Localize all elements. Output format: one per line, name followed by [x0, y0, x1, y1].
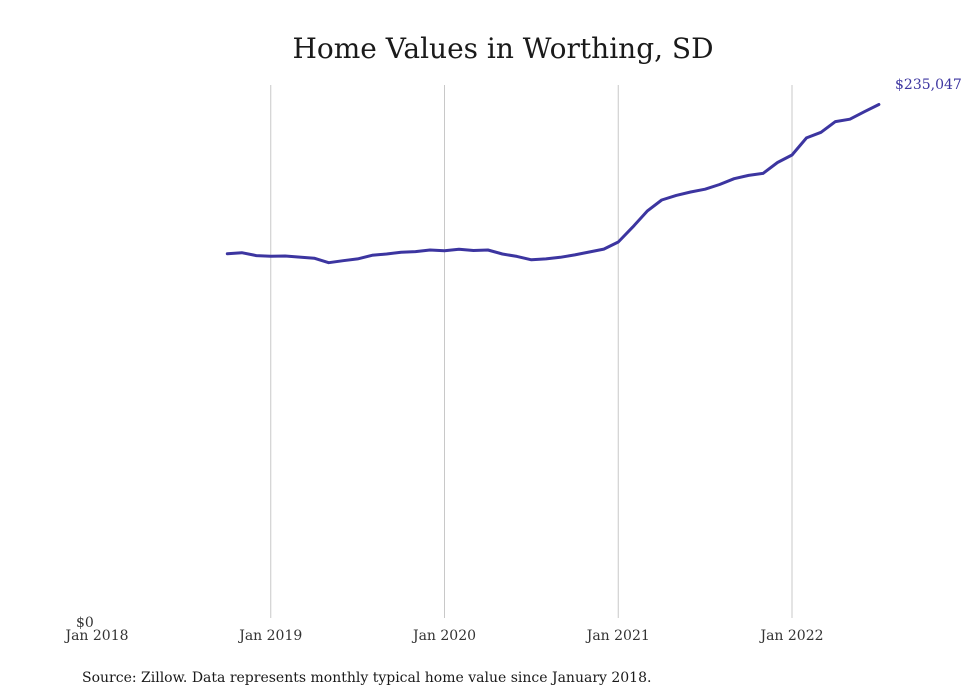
end-value-label: $235,047 — [895, 77, 962, 93]
x-tick-label: Jan 2022 — [758, 628, 823, 644]
x-tick-label: Jan 2018 — [63, 628, 128, 644]
chart-title: Home Values in Worthing, SD — [292, 32, 713, 65]
source-note: Source: Zillow. Data represents monthly … — [82, 670, 651, 686]
x-tick-label: Jan 2021 — [585, 628, 650, 644]
x-tick-label: Jan 2020 — [411, 628, 476, 644]
home-value-series-line — [225, 103, 881, 265]
x-axis-ticks: Jan 2018 Jan 2019 Jan 2020 Jan 2021 Jan 2022 — [63, 628, 823, 644]
y-axis-zero-label: $0 — [76, 615, 94, 631]
gridlines — [270, 85, 793, 618]
x-tick-label: Jan 2019 — [237, 628, 302, 644]
